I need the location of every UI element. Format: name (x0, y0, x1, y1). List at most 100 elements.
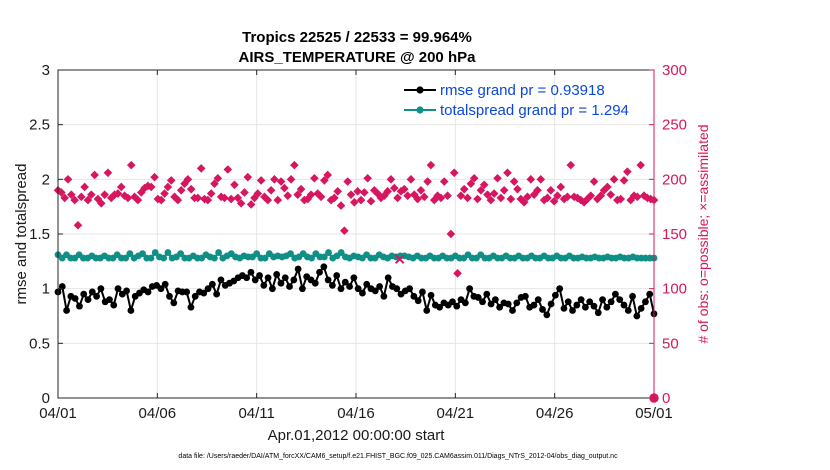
series-point (581, 303, 589, 311)
series-point (491, 296, 499, 303)
y-left-tick-label: 2 (42, 171, 50, 188)
series-point (410, 292, 418, 300)
obs-point (606, 190, 616, 199)
obs-point (70, 195, 79, 205)
series-point (251, 276, 259, 284)
obs-point (233, 193, 243, 203)
obs-point (116, 182, 126, 192)
y-right-tick-label: 100 (662, 281, 687, 298)
obs-point (273, 195, 283, 205)
y-left-tick-label: 0.5 (29, 335, 50, 352)
obs-point (333, 187, 342, 196)
obs-point (509, 177, 519, 186)
series-point (76, 302, 83, 310)
series-point (419, 288, 426, 296)
series-point (106, 296, 113, 303)
series-point (496, 303, 504, 311)
obs-point (536, 175, 546, 184)
series-point (260, 281, 268, 289)
obs-point (236, 199, 246, 208)
obs-point (586, 191, 596, 201)
obs-point (133, 195, 143, 205)
legend-spread-marker (416, 106, 424, 114)
obs-point (563, 192, 572, 202)
obs-point (313, 189, 323, 198)
series-2 (53, 160, 659, 278)
obs-point (380, 191, 389, 201)
obs-point (473, 194, 482, 204)
series-point (393, 285, 401, 293)
series-point (414, 297, 422, 305)
obs-point (67, 190, 76, 199)
series-point (191, 292, 199, 300)
y-axis-left-label: rmse and totalspread (13, 164, 30, 305)
obs-point (216, 192, 226, 202)
series-point (337, 249, 345, 256)
series-point (329, 281, 336, 289)
series-point (320, 253, 328, 261)
obs-point (626, 195, 635, 205)
series-point (324, 276, 332, 284)
legend-rmse-label: rmse grand pr = 0.93918 (440, 82, 605, 99)
obs-point (266, 185, 276, 195)
series-point (380, 292, 388, 300)
series-point (204, 285, 212, 293)
obs-point (300, 195, 309, 205)
obs-point (493, 173, 502, 183)
obs-point (619, 176, 629, 185)
obs-point (106, 193, 116, 203)
series-point (208, 280, 216, 288)
obs-point (326, 195, 336, 205)
series-point (256, 272, 263, 279)
obs-point (373, 189, 382, 198)
obs-point (609, 175, 619, 184)
series-point (333, 272, 341, 279)
obs-point (263, 195, 273, 205)
series-point (551, 291, 559, 299)
obs-point (220, 193, 229, 203)
series-point (308, 254, 316, 262)
obs-point (496, 193, 506, 203)
obs-point (413, 194, 422, 204)
series-point (590, 302, 598, 310)
obs-point (280, 183, 289, 193)
obs-point (350, 197, 359, 207)
obs-point (250, 193, 259, 203)
series-point (427, 291, 435, 299)
obs-point (553, 191, 562, 201)
y-right-tick-label: 300 (662, 62, 687, 79)
obs-point (476, 185, 486, 195)
obs-point (383, 187, 392, 196)
obs-point (63, 175, 73, 184)
obs-point (623, 167, 632, 176)
obs-point (546, 185, 556, 195)
obs-point (566, 160, 576, 170)
series-point (642, 298, 649, 306)
obs-point (506, 194, 516, 204)
obs-point (283, 191, 293, 201)
legend-rmse-marker (416, 86, 424, 94)
obs-point (310, 173, 319, 183)
obs-point (330, 193, 339, 203)
obs-point (453, 269, 462, 278)
x-tick-label: 04/26 (536, 405, 574, 422)
series-point (616, 296, 624, 303)
obs-point (183, 175, 193, 184)
y-left-tick-label: 1 (42, 281, 50, 298)
series-point (599, 296, 606, 303)
series-point (453, 302, 461, 310)
obs-point (173, 195, 183, 205)
series-point (633, 312, 641, 320)
obs-point (150, 172, 159, 182)
series-point (122, 254, 130, 262)
series-point (350, 274, 358, 282)
x-tick-label: 04/21 (437, 405, 475, 422)
series-point (71, 295, 79, 302)
obs-point (489, 189, 499, 198)
obs-point (57, 188, 66, 197)
series-point (311, 279, 319, 287)
series-point (147, 254, 155, 262)
obs-point (146, 182, 156, 192)
x-tick-label: 05/01 (635, 405, 673, 422)
chart-title-line2: AIRS_TEMPERATURE @ 200 hPa (239, 49, 477, 66)
